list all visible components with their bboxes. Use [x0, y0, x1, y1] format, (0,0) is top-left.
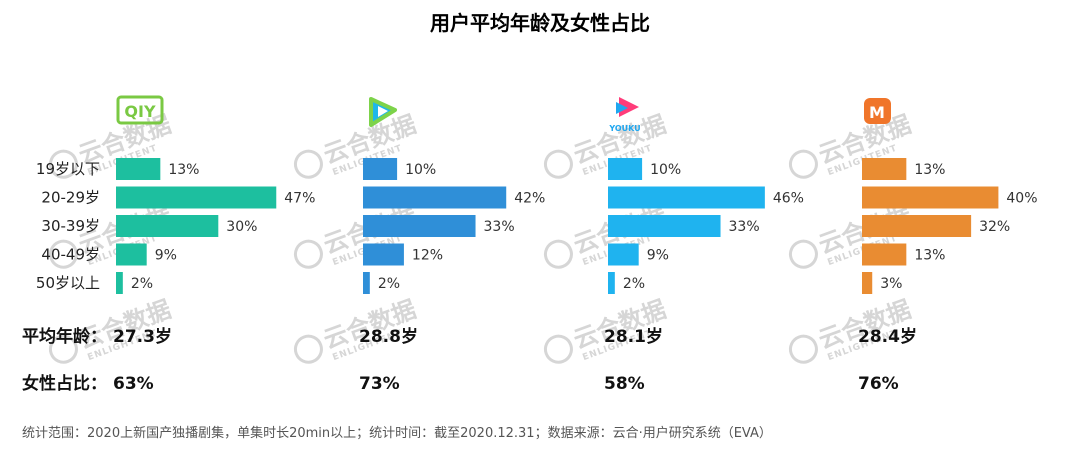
data-label: 12% — [412, 248, 443, 264]
data-label: 40% — [1006, 191, 1037, 207]
female-ratio-value: 63% — [113, 374, 154, 394]
data-label: 46% — [773, 191, 804, 207]
data-label: 47% — [284, 191, 315, 207]
series-group: 13% 40% 32% 13% 3% — [862, 158, 1038, 294]
data-label: 13% — [914, 248, 945, 264]
bar — [608, 243, 639, 266]
bar-groups: 13%47%30%9%2%10%42%33%12%2%10%46%33%9%2%… — [116, 158, 1038, 294]
footnote: 统计范围：2020上新国产独播剧集，单集时长20min以上；统计时间：截至202… — [22, 425, 772, 441]
iqiyi-logo: QIY — [116, 95, 164, 125]
category-label: 50岁以上 — [36, 274, 100, 292]
bar — [363, 186, 507, 209]
data-label: 13% — [914, 162, 945, 178]
mango-logo-text: M — [869, 103, 885, 122]
bar — [862, 215, 972, 237]
chart-title: 用户平均年龄及女性占比 — [430, 11, 650, 35]
youku-logo-text: YOUKU — [608, 124, 640, 133]
bar — [116, 186, 277, 209]
bar — [862, 186, 999, 209]
platform-stats: 27.3岁 63% 28.8岁 73% 28.1岁 58% 28.4岁 76% — [113, 326, 917, 394]
bar — [363, 243, 404, 266]
category-label: 20-29岁 — [41, 189, 100, 207]
avg-age-value: 28.8岁 — [359, 326, 418, 347]
series-group: 10% 46% 33% 9%2% — [608, 158, 804, 294]
data-label: 2% — [623, 276, 645, 292]
female-ratio-value: 73% — [359, 374, 400, 394]
data-label: 42% — [514, 191, 545, 207]
series-group: 13% 47% 30% 9%2% — [116, 158, 315, 294]
data-label: 9% — [155, 248, 177, 264]
bar — [608, 158, 643, 180]
bar — [363, 272, 370, 294]
data-label: 30% — [226, 219, 257, 235]
category-label: 19岁以下 — [36, 160, 100, 178]
bar — [116, 243, 147, 266]
data-label: 33% — [729, 219, 760, 235]
female-ratio-value: 58% — [604, 374, 645, 394]
bar — [116, 158, 161, 180]
avg-age-label: 平均年龄： — [22, 326, 107, 347]
data-label: 3% — [880, 276, 902, 292]
bar — [862, 158, 907, 180]
category-label: 40-49岁 — [41, 246, 100, 264]
avg-age-value: 28.4岁 — [858, 326, 917, 347]
bar — [862, 243, 907, 266]
data-label: 13% — [168, 162, 199, 178]
bar — [608, 186, 765, 209]
data-label: 9% — [647, 248, 669, 264]
data-label: 32% — [979, 219, 1010, 235]
avg-age-value: 28.1岁 — [604, 326, 663, 347]
bar — [862, 272, 873, 294]
female-ratio-value: 76% — [858, 374, 899, 394]
data-label: 33% — [484, 219, 515, 235]
data-label: 10% — [650, 162, 681, 178]
data-label: 10% — [405, 162, 436, 178]
data-label: 2% — [131, 276, 153, 292]
series-group: 10% 42% 33% 12% 2% — [363, 158, 545, 294]
avg-age-value: 27.3岁 — [113, 326, 172, 347]
iqiyi-logo-text: QIY — [124, 102, 156, 121]
tencent-video-logo — [369, 97, 397, 127]
category-label: 30-39岁 — [41, 217, 100, 235]
bar — [608, 272, 615, 294]
bar — [363, 158, 398, 180]
female-ratio-label: 女性占比： — [22, 373, 107, 394]
bar — [608, 215, 721, 237]
category-labels: 19岁以下 20-29岁 30-39岁 40-49岁 50岁以上 — [36, 160, 100, 292]
youku-logo: YOUKU — [608, 97, 641, 133]
bar — [116, 272, 123, 294]
data-label: 2% — [378, 276, 400, 292]
bar — [363, 215, 476, 237]
mango-tv-logo: M — [864, 98, 891, 124]
bar — [116, 215, 219, 237]
